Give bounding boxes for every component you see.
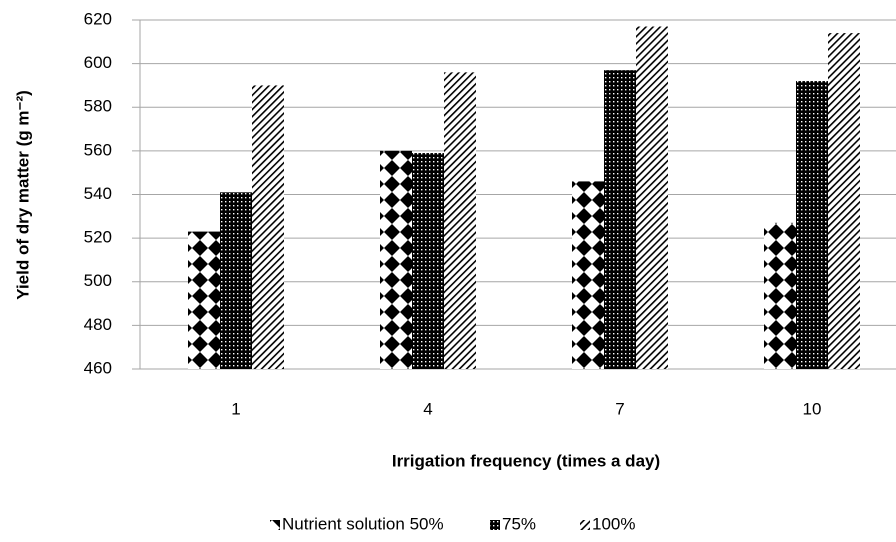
bar [572,181,604,369]
bar [796,81,828,369]
legend-label: 75% [502,514,536,533]
legend-swatch [270,520,280,530]
bar [220,192,252,369]
y-tick-label: 600 [84,53,112,72]
legend-swatch [490,520,500,530]
bar [764,222,796,369]
bar [412,153,444,369]
y-tick-label: 460 [84,358,112,377]
x-tick-label: 10 [803,399,822,418]
x-tick-label: 4 [423,399,432,418]
x-tick-label: 1 [231,399,240,418]
bar [188,231,220,369]
bar [252,85,284,369]
y-tick-label: 620 [84,9,112,28]
legend-label: 100% [592,514,635,533]
y-tick-label: 500 [84,271,112,290]
x-tick-label: 7 [615,399,624,418]
legend-label: Nutrient solution 50% [282,514,444,533]
x-axis-title: Irrigation frequency (times a day) [392,451,660,470]
bar [604,70,636,369]
bar [380,150,412,369]
y-tick-label: 560 [84,140,112,159]
bar [828,33,860,370]
bar [636,26,668,369]
y-tick-label: 540 [84,184,112,203]
y-tick-label: 480 [84,315,112,334]
legend-swatch [580,520,590,530]
y-axis-title: Yield of dry matter (g m⁻²) [13,90,32,300]
y-tick-label: 520 [84,228,112,247]
y-tick-label: 580 [84,97,112,116]
bar [444,72,476,369]
